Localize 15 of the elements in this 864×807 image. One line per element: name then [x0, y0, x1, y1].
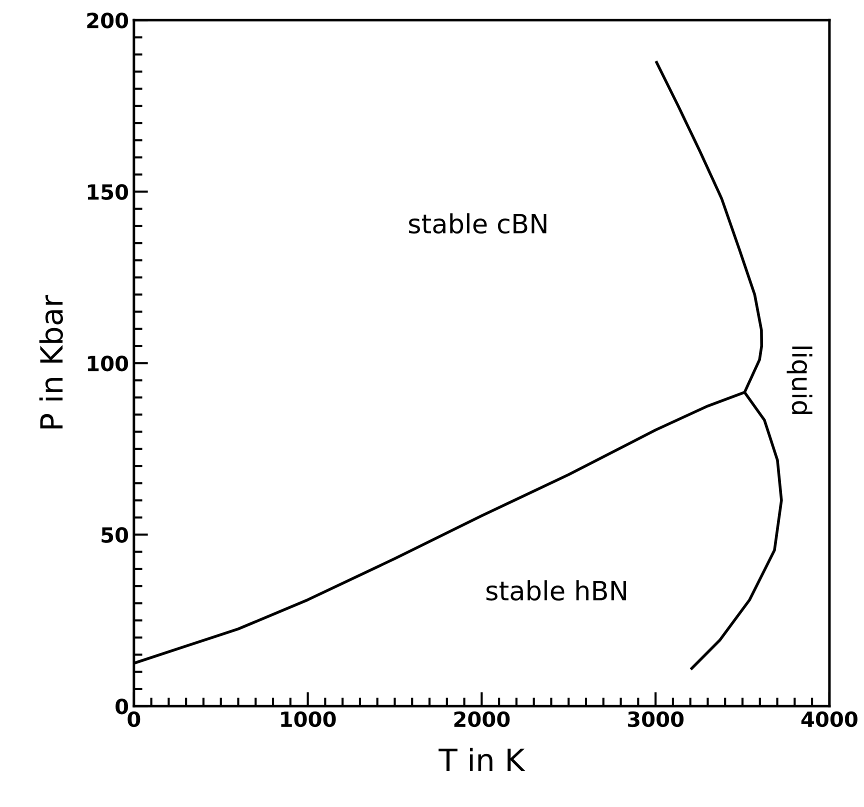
y-tick-label: 100	[88, 356, 128, 372]
y-tick-label: 50	[102, 527, 128, 543]
y-tick-label: 150	[88, 184, 128, 200]
annotation: stable cBN	[408, 213, 546, 234]
x-tick-label: 2000	[454, 711, 510, 728]
y-axis-title: P in Kbar	[39, 294, 63, 428]
y-tick-label: 200	[87, 12, 128, 28]
annotation: stable hBN	[486, 580, 626, 601]
x-axis-title: T in K	[438, 748, 526, 772]
annotation: liquid	[786, 346, 812, 414]
y-tick-label: 0	[116, 698, 128, 714]
x-tick-label: 3000	[628, 711, 684, 728]
x-tick-label: 1000	[281, 711, 336, 728]
x-tick-label: 0	[128, 711, 140, 728]
x-tick-label: 4000	[801, 711, 858, 728]
